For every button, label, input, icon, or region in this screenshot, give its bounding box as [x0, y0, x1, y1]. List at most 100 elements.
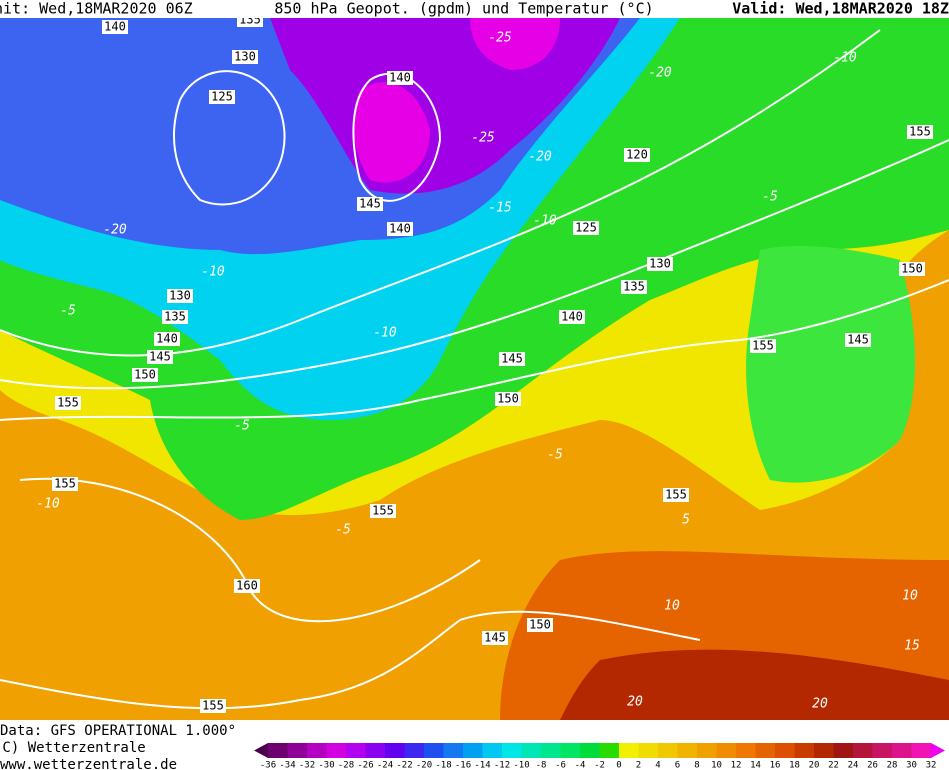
colorbar-segment: [853, 743, 873, 758]
contour-label-box: [102, 20, 128, 34]
colorbar-segment: [814, 743, 834, 758]
contour-label: 155: [665, 488, 687, 502]
colorbar-segment: [365, 743, 386, 758]
colorbar-segment: [521, 743, 542, 758]
contour-label: 145: [501, 352, 523, 366]
colorbar-segment: [697, 743, 717, 758]
colorbar-segment: [892, 743, 912, 758]
colorbar-label: 28: [887, 761, 898, 770]
colorbar-label: 12: [731, 761, 742, 770]
field-magenta: [353, 82, 430, 183]
temperature-label: 20: [812, 697, 828, 712]
temperature-label: -5: [762, 190, 778, 205]
contour-label-box: [147, 350, 173, 364]
colorbar-label: -18: [435, 761, 451, 770]
colorbar-label: -30: [318, 761, 334, 770]
contour-label: 140: [104, 20, 126, 34]
colorbar-label: 18: [789, 761, 800, 770]
colorbar-label: 32: [926, 761, 937, 770]
temperature-label: -20: [528, 150, 552, 165]
contour-label-box: [899, 262, 925, 276]
contour-label-box: [647, 257, 673, 271]
field-magenta-2: [470, 18, 560, 70]
contour-label-box: [527, 618, 553, 632]
contour-label: 130: [234, 50, 256, 64]
contour-label: 140: [156, 332, 178, 346]
temperature-label: 5: [682, 513, 690, 528]
contour-label-box: [499, 352, 525, 366]
contour-label-box: [750, 339, 776, 353]
colorbar-segment: [326, 743, 347, 758]
header-init: nit: Wed,18MAR2020 06Z: [0, 0, 193, 18]
contour-label-box: [387, 71, 413, 85]
contour-label: 155: [54, 477, 76, 491]
contour-label: 150: [134, 368, 156, 382]
contour-label-box: [495, 392, 521, 406]
contour-label: 135: [623, 280, 645, 294]
field-darkred: [560, 649, 949, 720]
colorbar-label: -4: [575, 761, 586, 770]
colorbar-segment: [268, 743, 288, 758]
temperature-label: -20: [103, 223, 127, 238]
colorbar-label: -12: [494, 761, 510, 770]
temperature-label: -10: [833, 51, 857, 66]
colorbar-segment: [287, 743, 308, 758]
contour-label: 155: [372, 504, 394, 518]
colorbar-label: 6: [675, 761, 680, 770]
contour-label: 160: [236, 579, 258, 593]
contour-label-box: [167, 289, 193, 303]
colorbar-segment: [404, 743, 425, 758]
temperature-label: -25: [488, 31, 512, 46]
colorbar-label: -22: [396, 761, 412, 770]
contour-label: 145: [149, 350, 171, 364]
temperature-label: -15: [488, 201, 512, 216]
colorbar-segment: [482, 743, 503, 758]
header-bar: [0, 0, 949, 18]
contour-label-box: [387, 222, 413, 236]
colorbar-segment: [794, 743, 815, 758]
colorbar-label: 4: [655, 761, 660, 770]
footer-copyright: (C) Wetterzentrale: [0, 740, 146, 756]
colorbar-segment: [346, 743, 366, 758]
contour-line: [0, 279, 949, 421]
colorbar-label: 24: [848, 761, 859, 770]
temperature-label: 15: [904, 639, 920, 654]
colorbar-label: 20: [809, 761, 820, 770]
contour-label: 145: [359, 197, 381, 211]
contour-label: 130: [649, 257, 671, 271]
colorbar-segment: [677, 743, 698, 758]
colorbar-arrow: [931, 743, 945, 758]
contour-label: 155: [752, 339, 774, 353]
contour-label-box: [621, 280, 647, 294]
contour-label: 145: [847, 333, 869, 347]
contour-label: 140: [389, 222, 411, 236]
colorbar: -36 -34 -32 -30 -28 -26 -24 -22 -20 -18 -16 -14 -12-…: [254, 743, 945, 770]
footer-data: Data: GFS OPERATIONAL 1.000°: [0, 723, 236, 739]
contour-line: [173, 70, 286, 206]
temperature-label: 20: [627, 695, 643, 710]
colorbar-segment: [385, 743, 405, 758]
contour-label-box: [162, 310, 188, 324]
contour-label: 150: [497, 392, 519, 406]
colorbar-segment: [443, 743, 464, 758]
colorbar-label: -6: [555, 761, 566, 770]
contour-label: 150: [901, 262, 923, 276]
colorbar-segment: [755, 743, 776, 758]
contour-label-box: [573, 221, 599, 235]
colorbar-segment: [307, 743, 327, 758]
colorbar-label: -16: [455, 761, 471, 770]
colorbar-label: -10: [513, 761, 529, 770]
colorbar-segment: [599, 743, 620, 758]
contour-label: 140: [389, 71, 411, 85]
header-valid: Valid: Wed,18MAR2020 18Z: [732, 0, 949, 18]
colorbar-segment: [638, 743, 659, 758]
contour-label-box: [845, 333, 871, 347]
colorbar-label: 14: [750, 761, 761, 770]
temperature-label: -10: [36, 497, 60, 512]
colorbar-label: 16: [770, 761, 781, 770]
colorbar-segment: [502, 743, 522, 758]
contour-label: 140: [561, 310, 583, 324]
colorbar-segment: [833, 743, 854, 758]
colorbar-segment: [911, 743, 932, 758]
temperature-label: 10: [664, 599, 680, 614]
